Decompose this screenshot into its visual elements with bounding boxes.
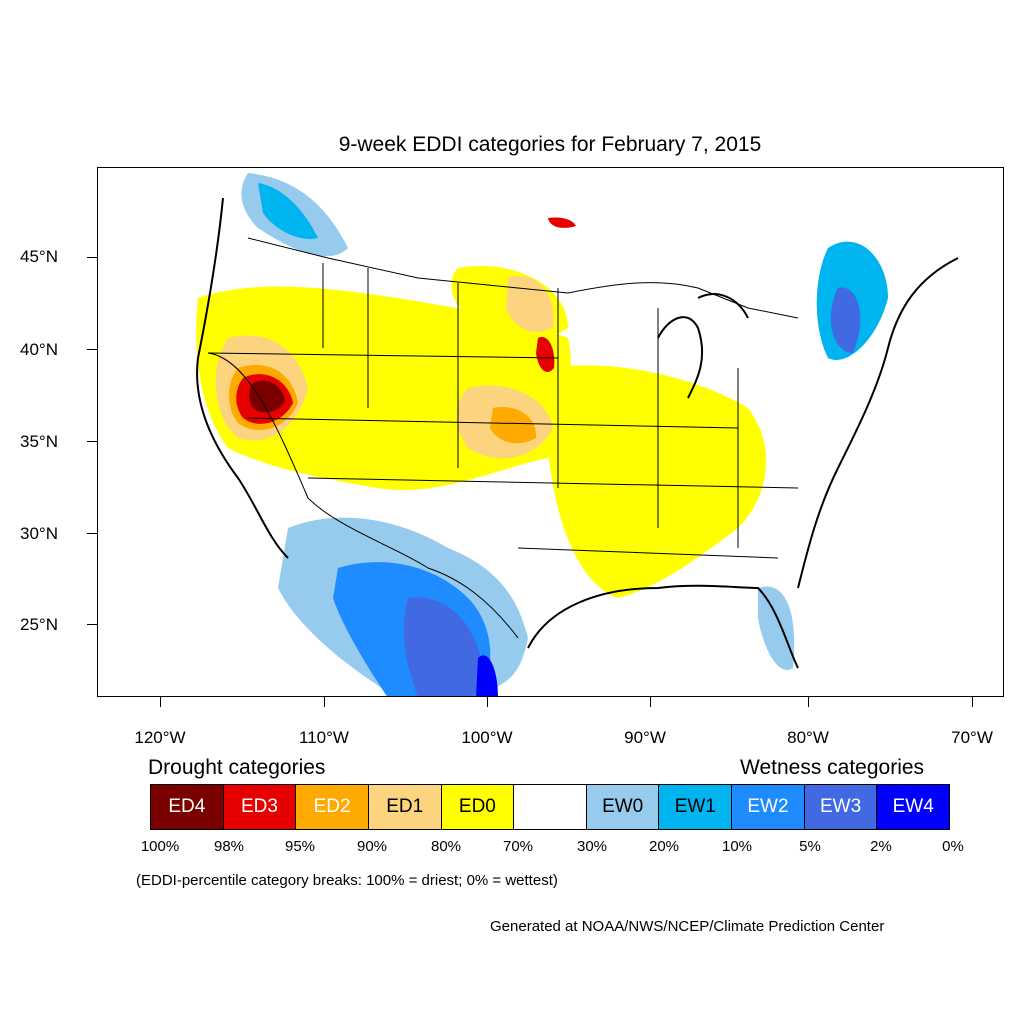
lat-tick [87, 533, 97, 534]
credit-line: Generated at NOAA/NWS/NCEP/Climate Predi… [490, 918, 885, 935]
lon-label-100: 100°W [461, 728, 513, 747]
category-shading [196, 173, 888, 696]
swatch-ew4: EW4 [877, 785, 950, 829]
coastlines [196, 197, 959, 669]
lon-tick [650, 697, 651, 707]
pct-label: 100% [140, 838, 180, 855]
lat-tick [87, 624, 97, 625]
boundaries [207, 237, 799, 639]
swatch-ed4: ED4 [151, 785, 224, 829]
lon-label-90: 90°W [624, 728, 666, 747]
swatch-ed1: ED1 [368, 785, 442, 829]
legend-color-bar: ED4 ED3 ED2 ED1 ED0 EW0 EW1 EW2 EW3 EW4 [150, 784, 950, 830]
state-lines-vertical [322, 263, 739, 548]
gulf-coastline [527, 584, 799, 669]
swatch-ed2: ED2 [296, 785, 369, 829]
lat-label-25: 25°N [20, 615, 58, 634]
lon-label-80: 80°W [787, 728, 829, 747]
map-frame [97, 167, 1004, 697]
lon-label-110: 110°W [299, 728, 349, 747]
lat-tick [87, 441, 97, 442]
swatch-label: ED4 [168, 796, 206, 817]
swatch-ew0: EW0 [586, 785, 660, 829]
swatch-label: EW2 [747, 796, 789, 817]
swatch-label: ED0 [458, 796, 496, 817]
lon-label-70: 70°W [951, 728, 993, 747]
lon-tick [487, 697, 488, 707]
us-canada-border [247, 237, 569, 294]
swatch-ed3: ED3 [223, 785, 297, 829]
swatch-label: ED3 [240, 796, 278, 817]
dry-region-ed2-ks [490, 407, 537, 444]
lat-tick [87, 257, 97, 258]
atlantic-coastline [797, 257, 959, 589]
eddi-map [196, 173, 959, 696]
lon-tick [808, 697, 809, 707]
swatch-label: ED2 [313, 796, 351, 817]
swatch-label: EW1 [674, 796, 716, 817]
pct-label: 80% [430, 838, 462, 855]
lat-label-45: 45°N [20, 247, 58, 266]
pct-label: 10% [721, 838, 753, 855]
lon-tick [972, 697, 973, 707]
wet-region-ne-ew3 [830, 287, 861, 353]
us-mexico-border [207, 352, 519, 639]
swatch-neutral [514, 785, 587, 829]
pct-label: 0% [942, 838, 964, 855]
pct-label: 20% [648, 838, 680, 855]
swatch-ew3: EW3 [804, 785, 878, 829]
lat-tick [87, 349, 97, 350]
wet-region-ew4 [476, 655, 498, 696]
swatch-label: EW4 [892, 796, 934, 817]
swatch-ew2: EW2 [732, 785, 805, 829]
drought-categories-heading: Drought categories [148, 756, 326, 779]
state-lines-horizontal [207, 352, 799, 559]
lon-tick [324, 697, 325, 707]
wet-region-nw-ew1 [258, 183, 318, 239]
swatch-ed0: ED0 [441, 785, 515, 829]
great-lakes-outline [657, 293, 749, 399]
lon-label-120: 120°W [134, 728, 186, 747]
map-title: 9-week EDDI categories for February 7, 2… [338, 133, 762, 156]
lat-label-35: 35°N [20, 432, 58, 451]
pct-label: 30% [576, 838, 608, 855]
great-lakes-border [567, 282, 799, 319]
lon-tick [160, 697, 161, 707]
pct-label: 95% [284, 838, 316, 855]
dry-region-ed3-mn [536, 337, 555, 373]
wet-region-fl [758, 586, 795, 670]
dry-region-ed0-east [546, 365, 767, 598]
pct-label: 2% [870, 838, 892, 855]
pct-label: 5% [799, 838, 821, 855]
lat-label-40: 40°N [20, 340, 58, 359]
pct-label: 90% [356, 838, 388, 855]
dry-region-ed4-nv [249, 380, 285, 413]
wetness-categories-heading: Wetness categories [740, 756, 925, 779]
swatch-label: ED1 [386, 796, 424, 817]
breaks-note: (EDDI-percentile category breaks: 100% =… [136, 872, 558, 889]
swatch-ew1: EW1 [659, 785, 733, 829]
swatch-label: EW0 [602, 796, 644, 817]
wet-region-ew3 [403, 597, 484, 696]
pacific-coastline [196, 197, 289, 559]
pct-label: 98% [213, 838, 245, 855]
dry-region-ed3-north [548, 217, 576, 228]
swatch-label: EW3 [819, 796, 862, 817]
lat-label-30: 30°N [20, 524, 58, 543]
pct-label: 70% [502, 838, 534, 855]
